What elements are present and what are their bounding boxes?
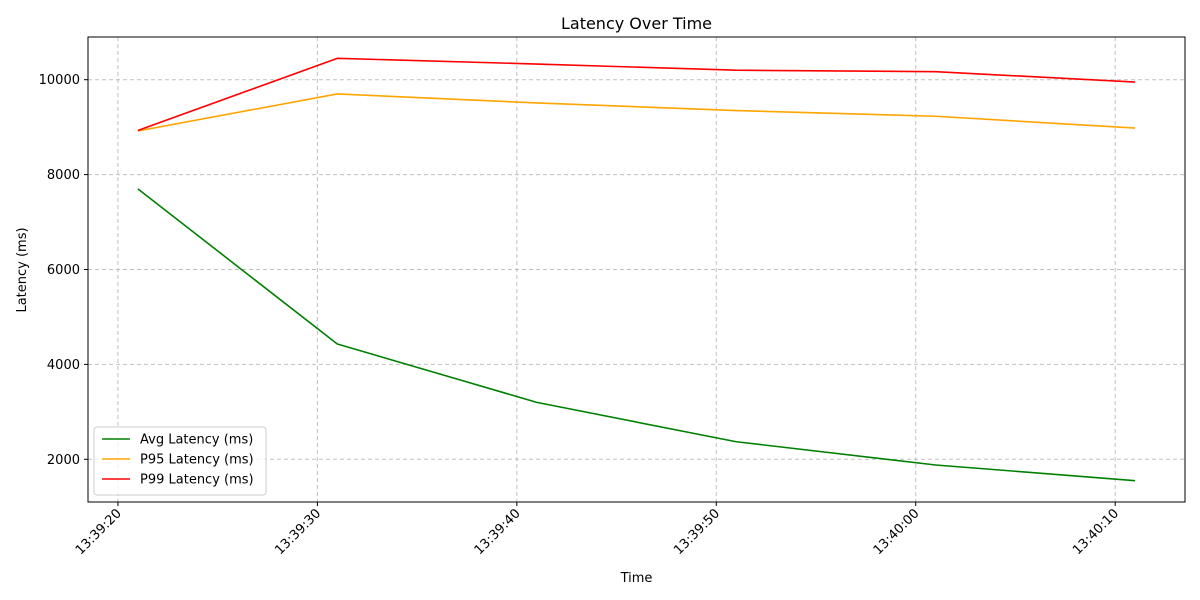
legend-label: P95 Latency (ms) [140,453,254,468]
y-tick-label: 6000 [47,263,80,278]
y-tick-label: 2000 [47,453,80,468]
x-axis-label: Time [620,571,653,586]
legend-label: Avg Latency (ms) [140,433,253,448]
y-tick-label: 4000 [47,358,80,373]
legend: Avg Latency (ms) P95 Latency (ms) P99 Late… [93,426,267,496]
series-lines [137,57,1136,482]
series-line-2 [137,93,1136,132]
y-axis-ticks: 2000 4000 6000 8000 10000 [39,73,88,468]
y-axis-label: Latency (ms) [15,227,30,312]
series-line-1 [137,188,1136,482]
legend-label: P99 Latency (ms) [140,473,254,488]
y-tick-label: 10000 [39,73,80,88]
y-tick-label: 8000 [47,168,80,183]
chart-title: Latency Over Time [561,14,712,33]
grid-lines [88,37,1185,502]
legend-frame [93,426,267,496]
series-line-3 [137,57,1136,132]
